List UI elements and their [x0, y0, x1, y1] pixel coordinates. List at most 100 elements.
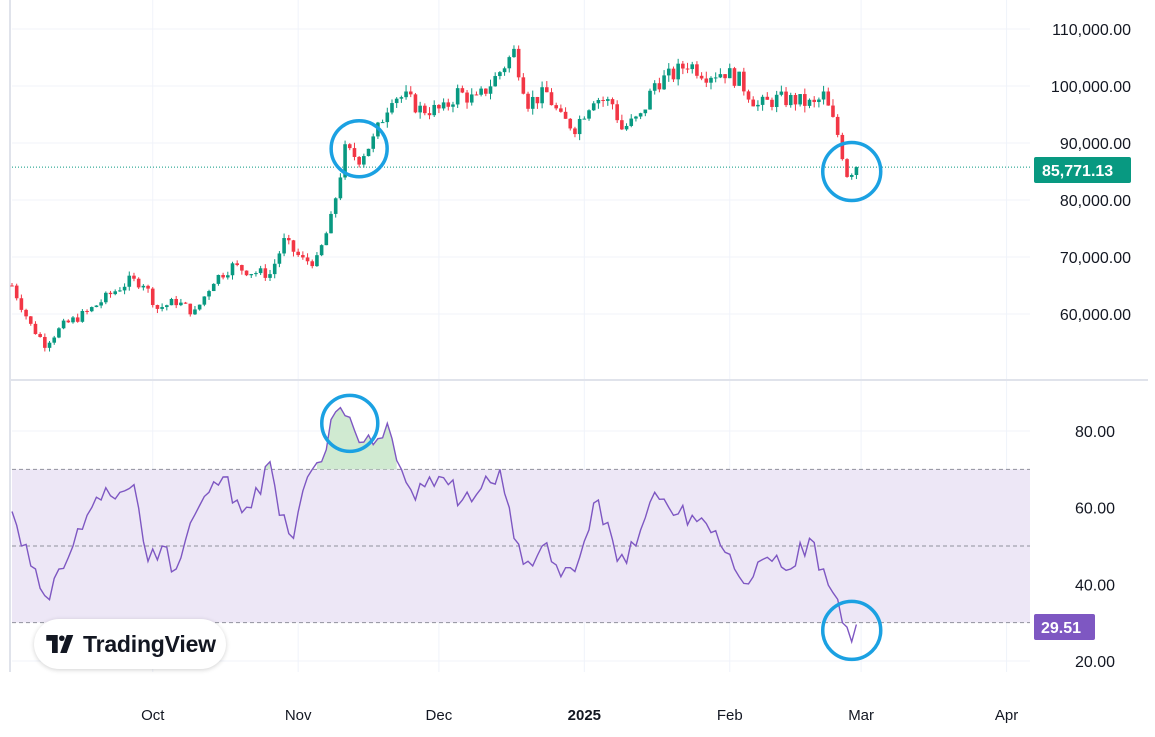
- candle-down[interactable]: [188, 303, 193, 317]
- candle-down[interactable]: [835, 114, 840, 138]
- candle-up[interactable]: [47, 340, 52, 352]
- candle-down[interactable]: [28, 316, 33, 326]
- candle-up[interactable]: [798, 94, 802, 107]
- candle-down[interactable]: [446, 98, 451, 111]
- candle-down[interactable]: [554, 102, 558, 111]
- candle-up[interactable]: [849, 173, 854, 180]
- candle-down[interactable]: [568, 118, 573, 131]
- candle-up[interactable]: [587, 109, 591, 121]
- candle-down[interactable]: [301, 251, 305, 260]
- candle-down[interactable]: [516, 45, 521, 81]
- candle-down[interactable]: [244, 270, 249, 277]
- candle-up[interactable]: [141, 284, 146, 291]
- candle-up[interactable]: [94, 305, 99, 308]
- candle-up[interactable]: [122, 283, 127, 295]
- candle-up[interactable]: [225, 271, 230, 280]
- candle-down[interactable]: [296, 248, 300, 257]
- candle-up[interactable]: [193, 305, 197, 315]
- candle-down[interactable]: [43, 333, 47, 352]
- candle-down[interactable]: [484, 88, 488, 97]
- candle-up[interactable]: [643, 109, 648, 117]
- candle-down[interactable]: [765, 92, 770, 100]
- candlestick-series[interactable]: [10, 45, 859, 352]
- candle-up[interactable]: [380, 119, 385, 124]
- candle-up[interactable]: [779, 85, 784, 97]
- candle-down[interactable]: [150, 287, 155, 308]
- candle-down[interactable]: [14, 283, 19, 301]
- candle-down[interactable]: [263, 264, 268, 281]
- candle-up[interactable]: [165, 304, 169, 311]
- candle-up[interactable]: [605, 96, 610, 106]
- candle-down[interactable]: [352, 142, 357, 161]
- candle-up[interactable]: [118, 287, 122, 292]
- candle-down[interactable]: [24, 308, 28, 320]
- candle-up[interactable]: [507, 55, 512, 73]
- candle-down[interactable]: [695, 61, 699, 79]
- candle-up[interactable]: [512, 45, 516, 58]
- candle-up[interactable]: [727, 63, 732, 79]
- candle-down[interactable]: [751, 96, 756, 107]
- candle-up[interactable]: [709, 76, 713, 90]
- candle-down[interactable]: [704, 71, 709, 88]
- candle-up[interactable]: [179, 298, 183, 307]
- candle-up[interactable]: [760, 94, 765, 111]
- candle-down[interactable]: [526, 91, 530, 112]
- candle-down[interactable]: [305, 253, 310, 265]
- candle-down[interactable]: [235, 260, 239, 267]
- candle-down[interactable]: [615, 100, 619, 123]
- candle-up[interactable]: [455, 84, 460, 109]
- candle-up[interactable]: [502, 66, 507, 76]
- candle-up[interactable]: [629, 114, 634, 128]
- candle-down[interactable]: [465, 90, 469, 109]
- candle-down[interactable]: [19, 294, 24, 313]
- candle-down[interactable]: [183, 301, 188, 304]
- candle-up[interactable]: [774, 90, 779, 113]
- candle-down[interactable]: [66, 319, 71, 323]
- candle-down[interactable]: [132, 272, 136, 282]
- candle-up[interactable]: [469, 88, 474, 106]
- candle-down[interactable]: [85, 309, 89, 315]
- candle-down[interactable]: [291, 239, 296, 257]
- candle-down[interactable]: [521, 73, 526, 95]
- candle-up[interactable]: [249, 273, 254, 278]
- candle-down[interactable]: [742, 67, 746, 96]
- candle-up[interactable]: [624, 123, 629, 131]
- candle-up[interactable]: [493, 72, 497, 87]
- candle-up[interactable]: [282, 233, 286, 257]
- candle-down[interactable]: [146, 284, 150, 293]
- candle-up[interactable]: [634, 115, 638, 122]
- candle-up[interactable]: [113, 289, 118, 296]
- candle-up[interactable]: [207, 289, 211, 300]
- candle-up[interactable]: [71, 315, 75, 324]
- candle-down[interactable]: [286, 234, 291, 245]
- candle-up[interactable]: [498, 71, 502, 80]
- candle-down[interactable]: [10, 283, 14, 287]
- candle-down[interactable]: [347, 143, 352, 151]
- candle-up[interactable]: [676, 58, 680, 86]
- candle-down[interactable]: [108, 290, 113, 298]
- candle-down[interactable]: [75, 313, 80, 323]
- candle-down[interactable]: [793, 92, 798, 111]
- candle-up[interactable]: [666, 63, 671, 82]
- candle-up[interactable]: [540, 81, 544, 109]
- tradingview-watermark[interactable]: TradingView: [34, 619, 226, 669]
- candle-down[interactable]: [601, 96, 605, 107]
- candle-down[interactable]: [657, 77, 662, 93]
- candle-up[interactable]: [216, 274, 221, 286]
- candle-up[interactable]: [788, 92, 793, 108]
- candle-up[interactable]: [690, 61, 695, 74]
- candle-up[interactable]: [854, 166, 859, 180]
- candle-down[interactable]: [845, 158, 849, 178]
- candle-down[interactable]: [812, 96, 817, 108]
- candle-up[interactable]: [202, 296, 207, 307]
- candle-up[interactable]: [817, 97, 821, 108]
- candle-down[interactable]: [38, 332, 42, 338]
- rsi-pane[interactable]: [11, 406, 858, 645]
- candle-up[interactable]: [432, 100, 437, 117]
- candle-up[interactable]: [258, 265, 263, 276]
- candle-up[interactable]: [713, 72, 718, 83]
- candle-up[interactable]: [638, 112, 643, 120]
- candle-up[interactable]: [577, 115, 582, 141]
- candle-down[interactable]: [770, 97, 774, 111]
- candle-down[interactable]: [310, 259, 315, 269]
